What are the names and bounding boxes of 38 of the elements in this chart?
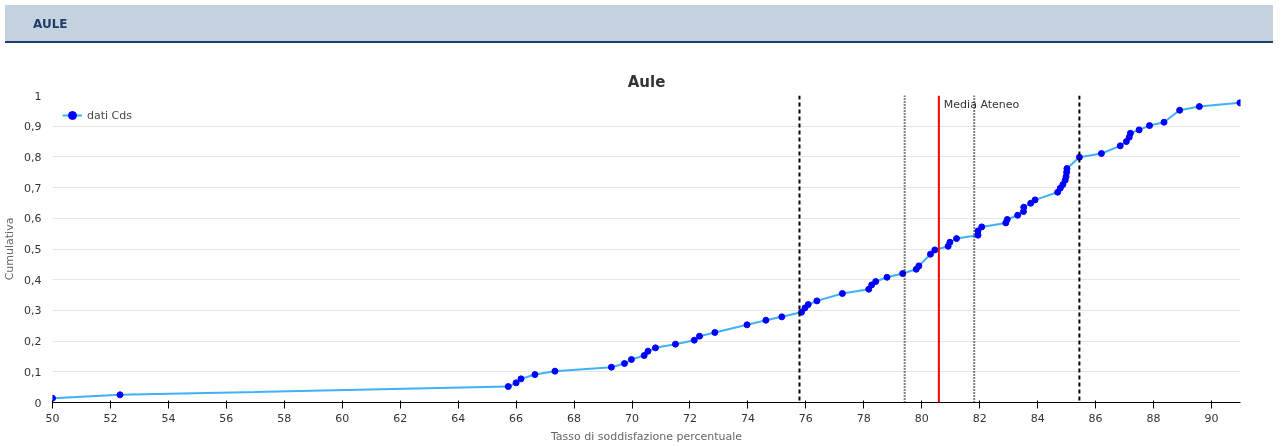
y-tick-label: 0 <box>34 396 42 410</box>
x-tick-label: 54 <box>161 411 176 425</box>
y-tick-label: 0,6 <box>24 212 42 226</box>
x-axis-title: Tasso di soddisfazione percentuale <box>549 429 743 443</box>
y-tick-label: 0,9 <box>24 120 42 134</box>
x-tick-label: 76 <box>798 411 813 425</box>
x-tick-label: 56 <box>219 411 234 425</box>
x-tick-label: 60 <box>335 411 350 425</box>
y-tick-label: 0,4 <box>24 273 42 287</box>
x-tick-label: 82 <box>972 411 987 425</box>
y-tick-label: 0,8 <box>24 150 42 164</box>
y-tick-label: 0,1 <box>24 365 42 379</box>
x-tick-label: 66 <box>509 411 524 425</box>
x-tick-label: 86 <box>1088 411 1103 425</box>
x-tick-label: 88 <box>1146 411 1161 425</box>
x-tick-label: 58 <box>277 411 292 425</box>
x-tick-label: 68 <box>567 411 582 425</box>
ref-line-label: Media Ateneo <box>943 97 1020 111</box>
x-tick-label: 62 <box>393 411 408 425</box>
x-tick-label: 80 <box>914 411 929 425</box>
y-axis-title: Cumulativa <box>3 217 17 281</box>
y-tick-label: 0,7 <box>24 181 42 195</box>
x-tick-label: 74 <box>740 411 755 425</box>
x-tick-label: 52 <box>103 411 118 425</box>
y-tick-label: 0,3 <box>24 304 42 318</box>
x-tick-label: 50 <box>45 411 60 425</box>
y-tick-label: 0,5 <box>24 243 42 256</box>
y-tick-label: 1 <box>34 89 42 103</box>
x-tick-label: 78 <box>856 411 871 425</box>
x-tick-label: 84 <box>1030 411 1045 425</box>
x-tick-label: 70 <box>625 411 640 425</box>
y-tick-label: 0,2 <box>24 335 42 349</box>
x-tick-label: 90 <box>1204 411 1219 425</box>
legend-label: dati Cds <box>87 108 132 122</box>
x-tick-label: 72 <box>682 411 697 425</box>
x-tick-label: 64 <box>451 411 466 425</box>
text: AULE <box>5 5 1273 43</box>
chart-title: Aule <box>627 72 666 91</box>
